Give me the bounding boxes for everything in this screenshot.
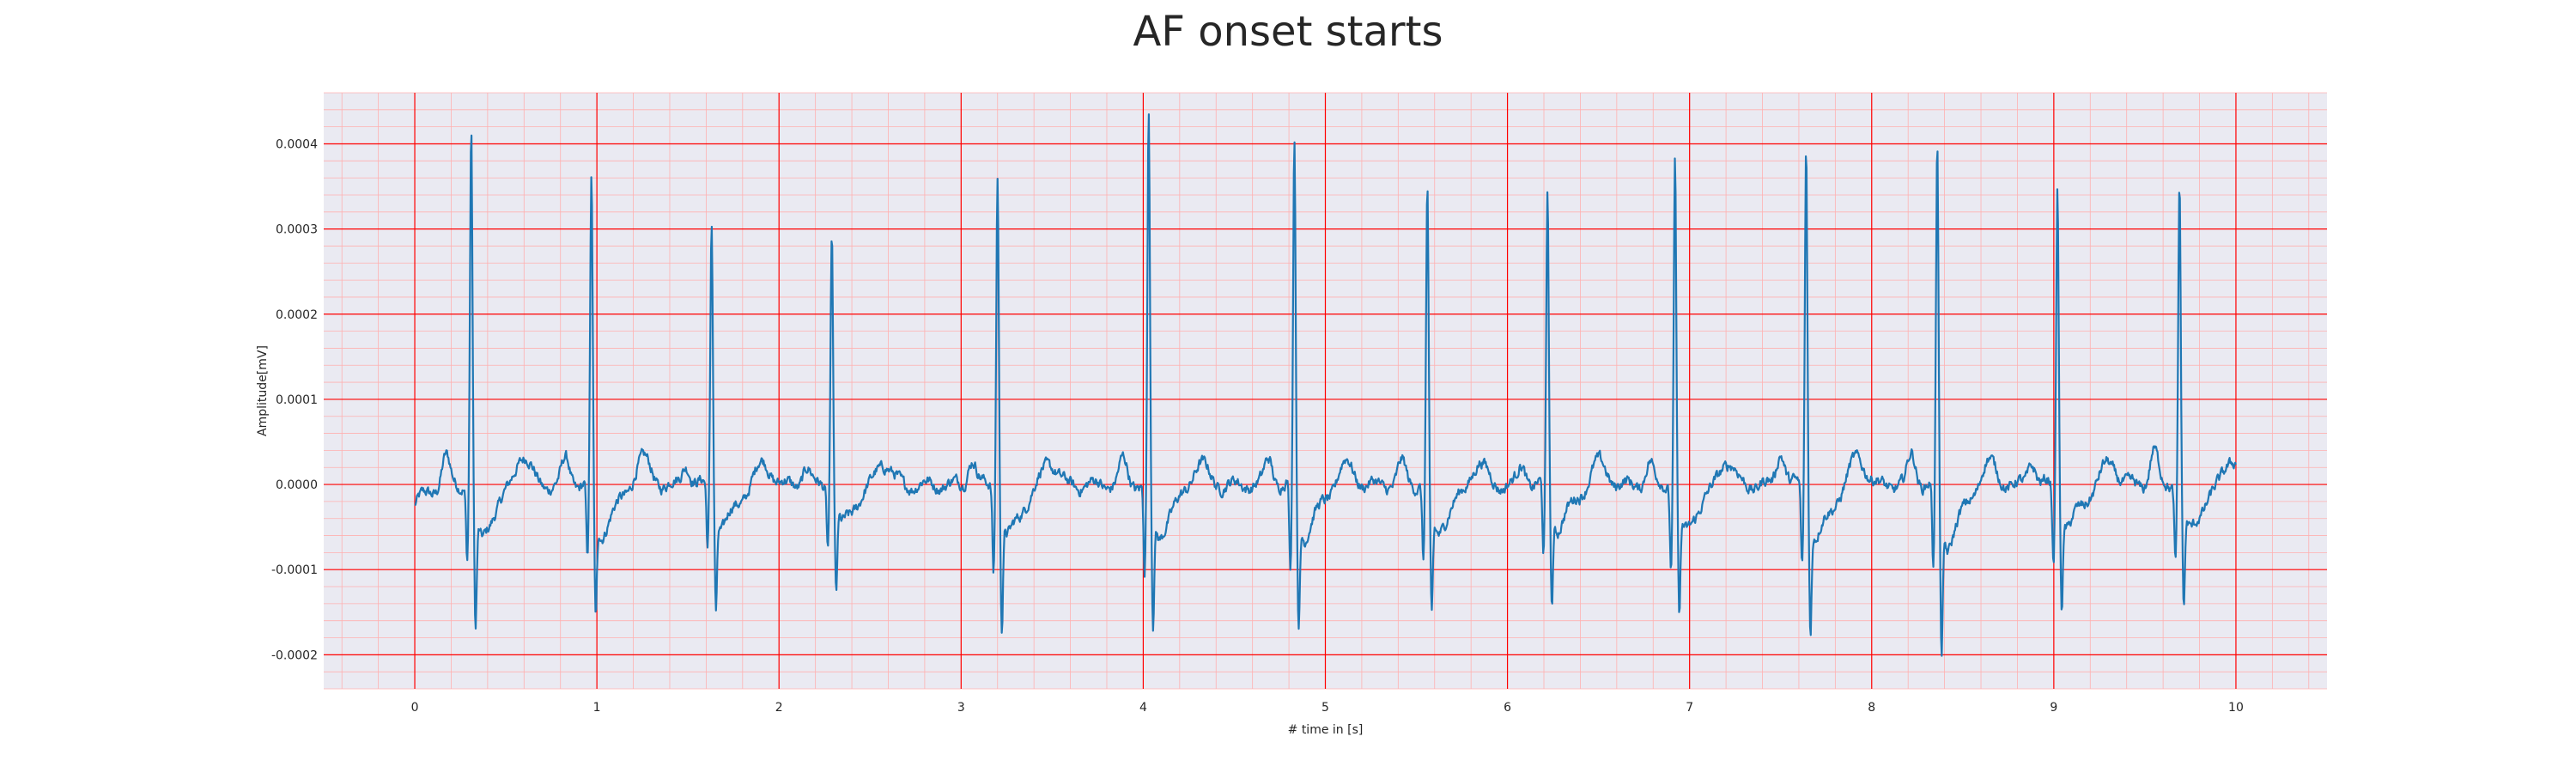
x-tick-label: 0 [411, 701, 419, 715]
x-tick-label: 4 [1139, 701, 1147, 715]
y-axis-ticks: -0.0002 -0.0001 0.0000 0.0001 0.0002 0.0003 0.… [271, 137, 318, 662]
y-tick-label: -0.0001 [271, 563, 318, 577]
x-axis-label: # time in [s] [1288, 723, 1364, 737]
x-tick-label: 7 [1686, 701, 1693, 715]
y-tick-label: 0.0001 [276, 393, 318, 407]
chart-title: AF onset starts [1133, 8, 1443, 56]
x-tick-label: 5 [1321, 701, 1329, 715]
x-tick-label: 2 [775, 701, 783, 715]
x-axis-ticks: 0 1 2 3 4 5 6 7 8 9 10 [411, 701, 2244, 715]
x-tick-label: 6 [1504, 701, 1511, 715]
x-tick-label: 1 [593, 701, 601, 715]
x-tick-label: 3 [957, 701, 965, 715]
ecg-series-line [414, 113, 2237, 657]
y-tick-label: 0.0004 [276, 137, 318, 151]
y-tick-label: 0.0002 [276, 308, 318, 322]
y-axis-label: Amplitude[mV] [256, 345, 270, 436]
major-grid [324, 93, 2327, 689]
y-tick-label: 0.0000 [276, 478, 318, 492]
y-tick-label: 0.0003 [276, 223, 318, 237]
x-tick-label: 10 [2228, 701, 2244, 715]
x-tick-label: 8 [1868, 701, 1875, 715]
y-tick-label: -0.0002 [271, 648, 318, 662]
x-tick-label: 9 [2050, 701, 2057, 715]
